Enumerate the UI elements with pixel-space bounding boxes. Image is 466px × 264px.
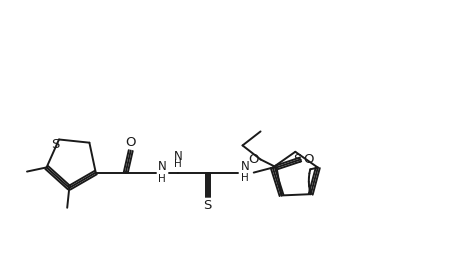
Text: S: S: [51, 138, 59, 151]
Text: O: O: [125, 136, 136, 149]
Text: H: H: [158, 173, 165, 183]
Text: N: N: [240, 160, 249, 173]
Text: S: S: [204, 199, 212, 212]
Text: H: H: [174, 159, 182, 169]
Text: O: O: [303, 153, 314, 166]
Text: S: S: [293, 153, 302, 166]
Text: N: N: [158, 160, 166, 173]
Text: H: H: [241, 173, 249, 183]
Text: O: O: [248, 153, 259, 166]
Text: N: N: [173, 150, 182, 163]
